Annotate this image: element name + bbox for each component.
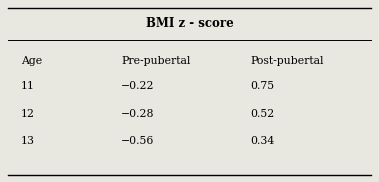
Text: 12: 12	[21, 109, 35, 119]
Text: Pre-pubertal: Pre-pubertal	[121, 56, 191, 66]
Text: −0.28: −0.28	[121, 109, 155, 119]
Text: 0.75: 0.75	[250, 82, 274, 91]
Text: 0.34: 0.34	[250, 136, 274, 146]
Text: −0.22: −0.22	[121, 82, 155, 91]
Text: Post-pubertal: Post-pubertal	[250, 56, 324, 66]
Text: 11: 11	[21, 82, 35, 91]
Text: 13: 13	[21, 136, 35, 146]
Text: −0.56: −0.56	[121, 136, 155, 146]
Text: 0.52: 0.52	[250, 109, 274, 119]
Text: Age: Age	[21, 56, 42, 66]
Text: BMI z - score: BMI z - score	[146, 17, 233, 30]
